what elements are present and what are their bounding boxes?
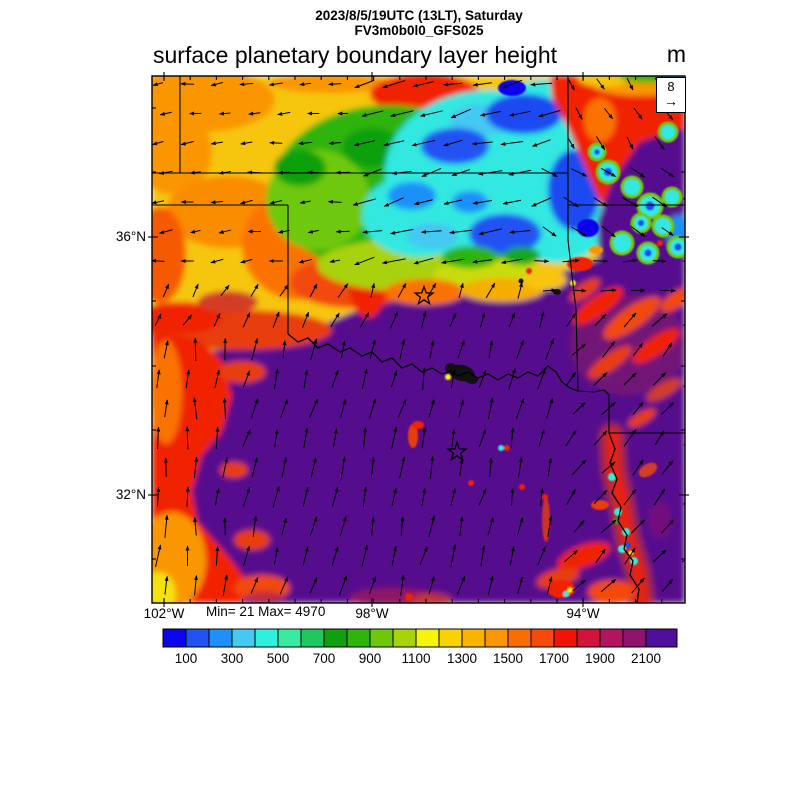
svg-text:1700: 1700 <box>539 651 569 666</box>
plot-title: surface planetary boundary layer height <box>153 42 558 68</box>
reference-vector-arrow-icon: → <box>664 93 678 109</box>
units-label: m <box>666 41 686 67</box>
lat-label-36n: 36°N <box>115 229 146 244</box>
svg-text:1500: 1500 <box>493 651 523 666</box>
lon-label-94w: 94°W <box>566 606 600 621</box>
svg-text:700: 700 <box>313 651 336 666</box>
svg-text:500: 500 <box>267 651 290 666</box>
svg-text:100: 100 <box>175 651 198 666</box>
valid-time-line: 2023/8/5/19UTC (13LT), Saturday <box>315 8 523 23</box>
svg-text:1300: 1300 <box>447 651 477 666</box>
reference-vector-value: 8 <box>667 79 675 94</box>
lat-label-32n: 32°N <box>115 487 146 502</box>
lon-label-98w: 98°W <box>355 606 389 621</box>
header: 2023/8/5/19UTC (13LT), Saturday FV3m0b0l… <box>152 8 686 38</box>
svg-text:1100: 1100 <box>401 651 430 666</box>
model-name-line: FV3m0b0l0_GFS025 <box>354 23 484 38</box>
svg-text:900: 900 <box>359 651 382 666</box>
svg-text:300: 300 <box>221 651 244 666</box>
lon-label-102w: 102°W <box>143 606 185 621</box>
svg-text:1900: 1900 <box>585 651 615 666</box>
reference-vector-box: 8 → <box>656 77 686 113</box>
svg-text:2100: 2100 <box>631 651 661 666</box>
minmax-label: Min= 21 Max= 4970 <box>206 604 326 619</box>
